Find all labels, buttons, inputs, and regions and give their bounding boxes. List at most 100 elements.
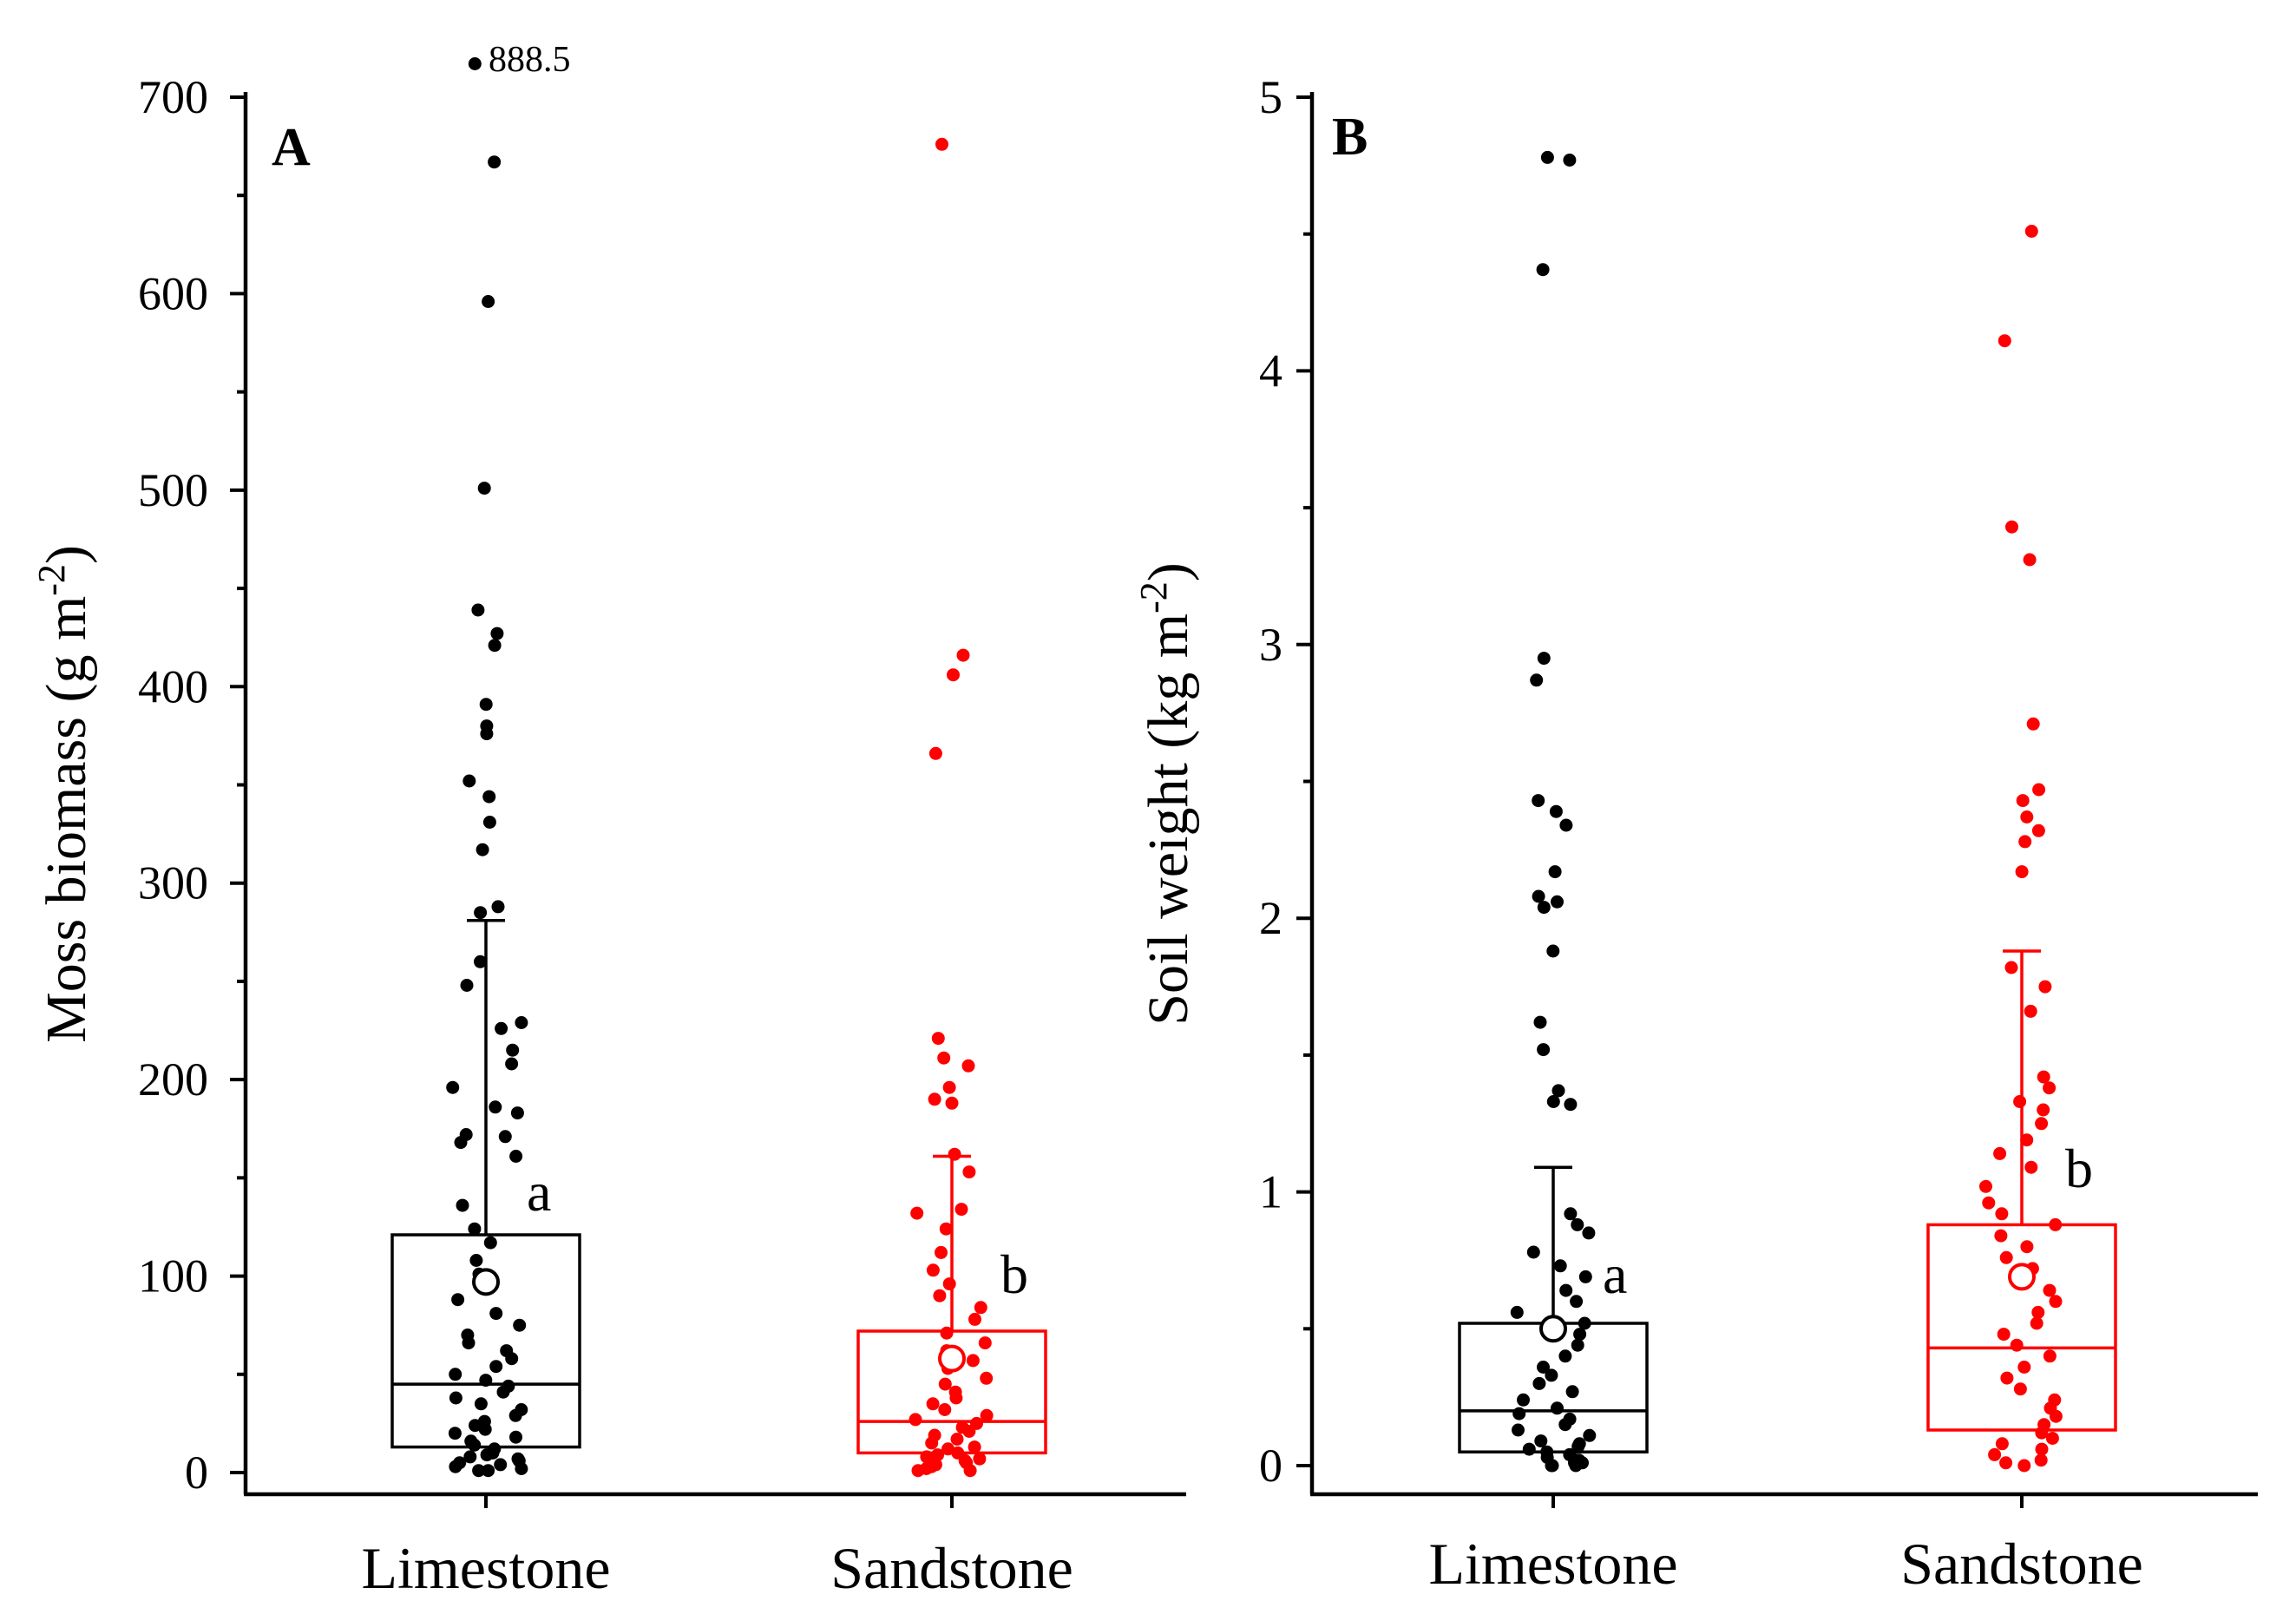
panel-b-sandstone-point	[2049, 1295, 2063, 1309]
panel-b-y-tick-label-1: 1	[1259, 1166, 1282, 1218]
panel-a-limestone-point	[482, 1464, 495, 1478]
panel-b-sandstone-point	[2043, 1081, 2057, 1095]
panel-b-significance-limestone: a	[1603, 1243, 1627, 1305]
panel-a-limestone-point	[478, 1422, 492, 1436]
panel-b-sandstone-point	[1999, 1456, 2013, 1470]
panel-a-limestone-point	[471, 603, 485, 617]
panel-b-sandstone-point	[2020, 1133, 2034, 1147]
panel-b-sandstone-point	[2024, 1004, 2037, 1018]
panel-a-sandstone-mean-marker	[938, 1344, 966, 1373]
panel-b-y-tick-label-4: 4	[1259, 344, 1282, 397]
panel-b-limestone-point	[1548, 865, 1562, 879]
panel-a-sandstone-point	[938, 1377, 952, 1391]
panel-b-y-tick-label-3: 3	[1259, 619, 1282, 671]
panel-a-sandstone-point	[966, 1354, 980, 1368]
panel-a-limestone-point	[506, 1043, 520, 1057]
panel-a-category-label-sandstone: Sandstone	[830, 1535, 1073, 1601]
panel-a-limestone-point	[462, 774, 476, 788]
panel-a-limestone-point	[469, 1254, 483, 1267]
panel-a-limestone-point	[509, 1430, 522, 1444]
panel-b-limestone-point	[1558, 1418, 1572, 1432]
panel-a-limestone-point	[479, 1374, 493, 1388]
panel-b-limestone-point	[1551, 1084, 1565, 1098]
panel-a-limestone-point	[463, 1450, 477, 1464]
panel-b-limestone-point	[1545, 1368, 1558, 1382]
panel-b-sandstone-point	[2037, 1103, 2050, 1117]
panel-b-sandstone-point	[2030, 1316, 2043, 1330]
panel-a-sandstone-point	[928, 1092, 941, 1106]
panel-b-limestone-point	[1522, 1442, 1536, 1456]
panel-b-limestone-point	[1512, 1423, 1525, 1437]
panel-a-sandstone-point	[947, 668, 960, 682]
panel-a-limestone-point	[495, 1021, 508, 1035]
panel-a-limestone-point	[489, 1307, 503, 1321]
panel-a-sandstone-point	[962, 1165, 976, 1179]
panel-a-letter: A	[272, 118, 311, 177]
panel-a-limestone-point	[494, 1458, 508, 1472]
panel-a-limestone-point	[490, 627, 504, 640]
panel-a-limestone-point	[488, 639, 502, 653]
panel-a-limestone-point	[508, 1408, 522, 1422]
panel-b-sandstone-point	[1998, 334, 2011, 348]
panel-b-sandstone-point	[2043, 1283, 2057, 1297]
panel-a-limestone-point	[482, 295, 495, 308]
panel-a-sandstone-point	[978, 1336, 992, 1350]
panel-a-limestone-point	[496, 1385, 510, 1399]
panel-b-sandstone-point	[2004, 961, 2018, 974]
panel-a-sandstone-point	[909, 1413, 922, 1427]
panel-b-sandstone-point	[2038, 980, 2052, 994]
panel-b-sandstone-point	[1995, 1437, 2009, 1451]
panel-a-sandstone-point	[925, 1436, 939, 1450]
panel-a-sandstone-point	[945, 1096, 959, 1110]
panel-a-sandstone-point	[973, 1452, 987, 1466]
panel-b-limestone-point	[1534, 1434, 1548, 1448]
panel-a-limestone-point	[489, 1360, 503, 1374]
panel-a-limestone-point	[474, 906, 488, 920]
panel-a-sandstone-point	[931, 1448, 945, 1462]
panel-a-limestone-point	[451, 1293, 465, 1307]
panel-b-limestone-point	[1558, 1349, 1572, 1363]
panel-b-limestone-point	[1583, 1428, 1597, 1442]
panel-b-limestone-point	[1537, 652, 1551, 666]
panel-b-limestone-point	[1510, 1305, 1524, 1319]
panel-b-limestone-point	[1559, 1283, 1573, 1297]
panel-a-sandstone-point	[942, 1277, 956, 1291]
panel-b-sandstone-point	[2024, 225, 2038, 238]
panel-b-limestone-point	[1578, 1316, 1591, 1330]
panel-a-limestone-point	[479, 698, 493, 712]
panel-a-sandstone-point	[926, 1397, 940, 1411]
panel-a-sandstone-point	[931, 1032, 945, 1046]
panel-a-sandstone-point	[974, 1301, 987, 1315]
panel-a-y-tick-label-2: 200	[138, 1053, 208, 1106]
panel-a-sandstone-point	[950, 1433, 964, 1446]
panel-b-limestone-point	[1512, 1407, 1526, 1420]
panel-b-sandstone-point	[1997, 1328, 2011, 1342]
panel-a-limestone-point	[449, 1391, 462, 1405]
panel-a-significance-limestone: a	[527, 1161, 551, 1223]
panel-b-limestone-point	[1570, 1295, 1584, 1309]
panel-a-limestone-mean-marker	[472, 1268, 500, 1296]
panel-a-limestone-point	[480, 727, 494, 741]
panel-a-limestone-point	[474, 955, 487, 968]
panel-a-y-tick-label-3: 300	[138, 857, 208, 909]
panel-b-sandstone-point	[2020, 810, 2034, 823]
panel-b-sandstone-point	[1995, 1207, 2009, 1221]
panel-a-limestone-point	[482, 816, 496, 829]
panel-b-limestone-point	[1571, 1217, 1584, 1231]
panel-a-sandstone-point	[910, 1206, 924, 1220]
panel-b-sandstone-point	[2035, 1117, 2049, 1131]
panel-b-significance-sandstone: b	[2065, 1138, 2093, 1199]
panel-a-limestone-point	[509, 1150, 523, 1163]
panel-b-sandstone-point	[2015, 865, 2029, 879]
panel-b-sandstone-point	[2020, 1240, 2034, 1254]
panel-b-y-tick-label-2: 2	[1259, 892, 1282, 944]
panel-b-limestone-point	[1532, 1376, 1546, 1390]
panel-a-limestone-point	[510, 1106, 524, 1120]
panel-a-limestone-point	[456, 1198, 469, 1212]
panel-b-limestone-point	[1565, 1385, 1579, 1399]
panel-a-limestone-point	[515, 1016, 528, 1029]
panel-a-limestone-point	[462, 1336, 476, 1350]
panel-a-limestone-point	[483, 1236, 497, 1250]
panel-b-category-label-limestone: Limestone	[1428, 1531, 1677, 1597]
